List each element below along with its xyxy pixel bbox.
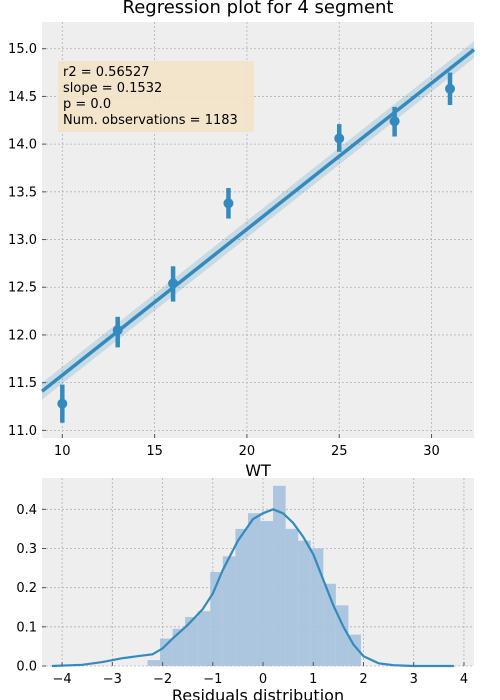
chart-title: Regression plot for 4 segment <box>123 0 394 18</box>
x-tick-label: 15 <box>146 444 163 459</box>
histogram-bar <box>260 521 274 666</box>
histogram-bar <box>285 528 299 666</box>
data-points <box>57 72 455 423</box>
histogram-bar <box>147 660 161 666</box>
stat-observations: Num. observations = 1183 <box>63 113 238 128</box>
x-tick-label: −2 <box>153 672 172 687</box>
axis-ticks: −4 −3 −2 −1 0 1 2 3 4 0.0 0.1 0.2 0.3 0.4 <box>16 503 468 687</box>
y-tick-label: 0.3 <box>16 542 37 557</box>
histogram-bar <box>310 548 324 666</box>
y-tick-label: 13.0 <box>8 233 37 248</box>
x-tick-label: 20 <box>239 444 256 459</box>
x-tick-label: −1 <box>203 672 222 687</box>
data-point <box>112 325 123 336</box>
x-tick-label: 4 <box>460 672 468 687</box>
x-tick-label: −4 <box>53 672 72 687</box>
x-tick-label: 0 <box>259 672 267 687</box>
x-tick-label: −3 <box>103 672 122 687</box>
regression-line <box>40 48 476 393</box>
histogram-bar <box>247 513 261 666</box>
kde-curve <box>51 508 454 668</box>
x-tick-label: 3 <box>410 672 418 687</box>
y-tick-label: 15.0 <box>8 42 37 57</box>
histogram-bar <box>172 628 186 666</box>
residuals-plot: −4 −3 −2 −1 0 1 2 3 4 0.0 0.1 0.2 0.3 0.4 Residuals d… <box>16 478 474 700</box>
data-point <box>223 198 234 209</box>
x-tick-label: 10 <box>54 444 71 459</box>
stats-box <box>58 61 254 132</box>
fit-line <box>40 48 476 393</box>
histogram-bar <box>210 572 223 666</box>
y-tick-label: 12.0 <box>8 328 37 343</box>
histogram-bar <box>335 605 349 666</box>
histogram-bar <box>222 556 236 666</box>
histogram-bar <box>160 638 173 666</box>
histogram-bar <box>185 617 198 666</box>
stat-slope: slope = 0.1532 <box>63 81 162 96</box>
y-tick-label: 0.0 <box>16 660 37 675</box>
data-point <box>57 398 68 409</box>
stat-r2: r2 = 0.56527 <box>63 65 150 80</box>
histogram-bar <box>273 485 286 666</box>
y-tick-label: 0.2 <box>16 581 37 596</box>
y-tick-label: 0.4 <box>16 503 37 518</box>
axis-ticks: 10 15 20 25 30 11.0 11.5 12.0 12.5 13.0 13.5 14.0 14… <box>8 42 440 459</box>
x-tick-label: 25 <box>331 444 348 459</box>
stat-p: p = 0.0 <box>63 97 111 112</box>
y-tick-label: 14.5 <box>8 90 37 105</box>
y-tick-label: 13.5 <box>8 185 37 200</box>
y-tick-label: 11.0 <box>8 424 37 439</box>
y-tick-label: 0.1 <box>16 620 37 635</box>
y-tick-label: 11.5 <box>8 376 37 391</box>
histogram-bars <box>147 485 361 666</box>
x-tick-label: 1 <box>309 672 317 687</box>
x-axis-label: WT <box>245 461 271 480</box>
histogram-bar <box>235 528 248 666</box>
x-axis-label: Residuals distribution <box>172 686 344 700</box>
data-point <box>334 133 345 144</box>
kde-line <box>51 508 454 668</box>
data-point <box>389 116 400 127</box>
x-tick-label: 2 <box>359 672 367 687</box>
data-point <box>168 278 179 289</box>
histogram-bar <box>298 540 311 666</box>
y-tick-label: 14.0 <box>8 138 37 153</box>
regression-plot: 10 15 20 25 30 11.0 11.5 12.0 12.5 13.0 13.5 14.0 14… <box>8 0 476 480</box>
data-point <box>445 83 455 94</box>
y-tick-label: 12.5 <box>8 281 37 296</box>
x-tick-label: 30 <box>423 444 440 459</box>
histogram-bar <box>197 611 211 666</box>
